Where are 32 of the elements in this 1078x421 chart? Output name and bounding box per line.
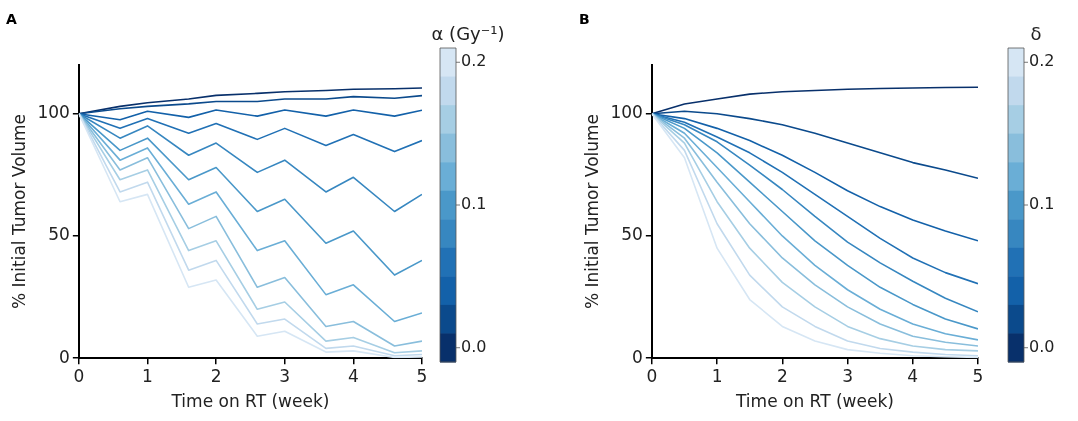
- x-tick-label: 4: [347, 365, 359, 386]
- color-bar-title: α (Gy⁻¹): [431, 23, 505, 44]
- color-bar-label: 0.0: [461, 336, 487, 356]
- color-bar-label: 0.1: [461, 194, 487, 214]
- chart-title: A: [6, 11, 17, 28]
- x-tick-label: 0: [646, 365, 658, 386]
- x-tick-label: 3: [279, 365, 291, 386]
- x-tick-label: 4: [907, 365, 919, 386]
- x-tick-label: 5: [972, 365, 984, 386]
- x-axis-title: Time on RT (week): [734, 391, 894, 412]
- y-tick-label: 0: [59, 346, 70, 367]
- color-bar-label: 0.2: [1029, 51, 1055, 71]
- x-tick-label: 2: [776, 365, 788, 386]
- x-axis-title: Time on RT (week): [170, 391, 330, 412]
- x-tick-label: 5: [416, 365, 428, 386]
- y-tick-label: 50: [621, 224, 643, 245]
- x-tick-label: 2: [210, 365, 222, 386]
- y-axis-title: % Initial Tumor Volume: [581, 113, 602, 310]
- y-tick-label: 100: [610, 102, 643, 123]
- y-tick-label: 0: [632, 346, 643, 367]
- color-bar-title: δ: [1030, 23, 1042, 44]
- y-axis-title: % Initial Tumor Volume: [8, 113, 29, 310]
- y-tick-label: 100: [37, 102, 70, 123]
- x-tick-label: 1: [711, 365, 723, 386]
- color-bar-label: 0.2: [461, 51, 487, 71]
- x-tick-label: 0: [73, 365, 85, 386]
- chart-title: B: [579, 11, 590, 28]
- x-tick-label: 1: [142, 365, 153, 386]
- color-bar-label: 0.0: [1029, 336, 1055, 356]
- y-tick-label: 50: [48, 224, 70, 245]
- color-bar-label: 0.1: [1029, 194, 1055, 214]
- x-tick-label: 3: [842, 365, 853, 386]
